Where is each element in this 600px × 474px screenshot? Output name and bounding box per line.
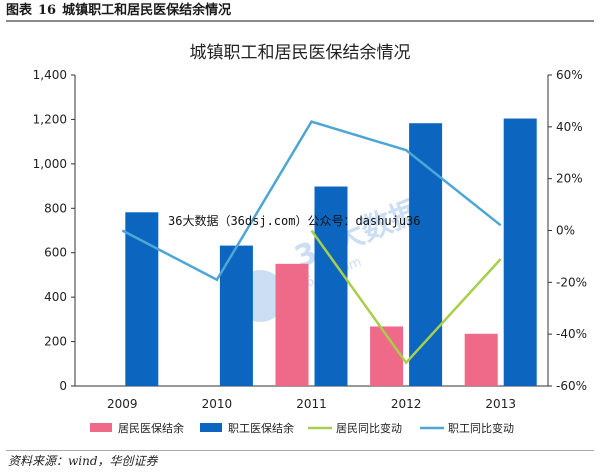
x-tick-label: 2012 — [391, 397, 422, 411]
watermark-text: 36大数据（36dsj.com）公众号：dashuju36 — [168, 214, 421, 228]
y-left-tick-label: 1,000 — [33, 157, 67, 171]
legend-resident-balance-swatch — [90, 423, 112, 432]
chart-title: 城镇职工和居民医保结余情况 — [190, 43, 411, 63]
y-right-tick-label: 40% — [556, 120, 583, 134]
figure-caption: 图表 16 城镇职工和居民医保结余情况 — [6, 2, 594, 22]
y-left-tick-label: 800 — [44, 201, 67, 215]
axes: 0 200 400 600 800 1,000 1,200 1,400 -60% -40% -20%… — [33, 68, 587, 411]
resident-yoy-line — [310, 229, 502, 365]
legend-employee-balance-label: 职工医保结余 — [228, 421, 294, 435]
legend-employee-balance-swatch — [200, 423, 222, 432]
employee-bar — [503, 118, 537, 386]
employee-yoy-line — [121, 120, 502, 282]
x-tick-label: 2013 — [485, 397, 516, 411]
x-tick-label: 2011 — [296, 397, 327, 411]
employee-bar — [125, 212, 159, 386]
y-right-tick-label: -40% — [556, 327, 587, 341]
y-left-tick-label: 1,400 — [33, 68, 67, 82]
y-left-tick-label: 200 — [44, 335, 67, 349]
y-right-tick-label: -20% — [556, 275, 587, 289]
source-note: 资料来源：wind，华创证券 — [6, 450, 594, 470]
figure-label: 图表 — [6, 3, 33, 18]
bars — [125, 118, 537, 386]
legend: 居民医保结余 职工医保结余 居民同比变动 职工同比变动 — [90, 421, 514, 435]
y-left-tick-label: 0 — [59, 379, 67, 393]
y-right-tick-label: 0% — [556, 224, 575, 238]
resident-bar — [275, 263, 309, 386]
x-tick-label: 2009 — [107, 397, 138, 411]
employee-bar — [409, 123, 443, 386]
employee-bar — [314, 186, 348, 386]
y-left-tick-label: 1,200 — [33, 112, 67, 126]
legend-resident-yoy-label: 居民同比变动 — [336, 421, 402, 435]
lines — [121, 120, 502, 365]
resident-bar — [464, 333, 498, 386]
y-right-tick-label: -60% — [556, 379, 587, 393]
employee-bar — [219, 245, 253, 386]
y-right-tick-label: 20% — [556, 172, 583, 186]
y-left-tick-label: 400 — [44, 290, 67, 304]
figure-number: 16 — [38, 3, 57, 18]
figure-title: 城镇职工和居民医保结余情况 — [62, 3, 232, 18]
y-right-tick-label: 60% — [556, 68, 583, 82]
x-tick-label: 2010 — [202, 397, 233, 411]
y-left-tick-label: 600 — [44, 246, 67, 260]
legend-employee-yoy-label: 职工同比变动 — [448, 421, 514, 435]
legend-resident-balance-label: 居民医保结余 — [118, 421, 184, 435]
